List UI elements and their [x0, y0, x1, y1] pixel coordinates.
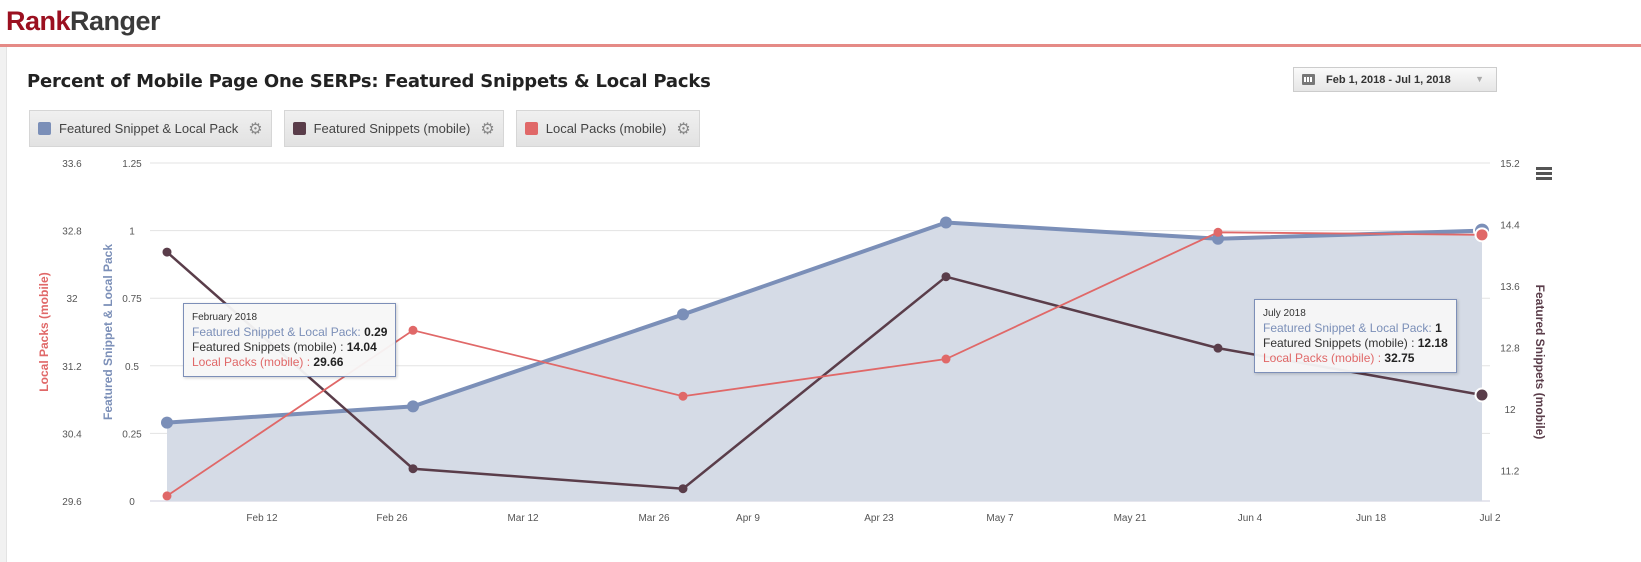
right-tick-label: 15.2	[1500, 159, 1520, 170]
right-tick-label: 13.6	[1500, 282, 1520, 293]
tooltip-header: February 2018	[192, 312, 258, 323]
data-point	[941, 354, 951, 364]
left-inner-tick-label: 1.25	[122, 159, 142, 170]
data-point	[941, 272, 951, 282]
tooltip-label: Featured Snippet & Local Pack:	[192, 325, 361, 339]
tooltip-value: 12.18	[1417, 336, 1448, 350]
series-line-0	[166, 220, 1483, 425]
left-inner-tick-label: 0.25	[122, 429, 142, 440]
date-range-picker[interactable]: Feb 1, 2018 - Jul 1, 2018 ▼	[1293, 67, 1497, 92]
left-outer-tick-label: 30.4	[62, 429, 82, 440]
legend-item-featured-snippet-local-pack[interactable]: Featured Snippet & Local Pack ⚙	[29, 110, 272, 147]
tooltip-july: July 2018 Featured Snippet & Local Pack:…	[1254, 299, 1457, 373]
legend-item-local-packs-mobile[interactable]: Local Packs (mobile) ⚙	[515, 110, 700, 147]
x-tick-label: Mar 12	[507, 513, 539, 524]
tooltip-value: 29.66	[313, 355, 344, 369]
data-point	[1213, 227, 1223, 237]
left-outer-axis-title: Local Packs (mobile)	[37, 272, 51, 391]
tooltip-label: Featured Snippets (mobile) :	[192, 340, 344, 354]
legend-item-featured-snippets-mobile[interactable]: Featured Snippets (mobile) ⚙	[283, 110, 504, 147]
legend-label: Local Packs (mobile)	[545, 121, 667, 136]
x-tick-label: Feb 26	[376, 513, 408, 524]
gear-icon[interactable]: ⚙	[480, 120, 495, 138]
data-point	[940, 216, 952, 229]
tooltip-label: Local Packs (mobile) :	[1263, 351, 1382, 365]
tooltip-value: 32.75	[1384, 351, 1415, 365]
left-outer-tick-label: 29.6	[62, 497, 82, 508]
logo-part-ranger: Ranger	[70, 6, 161, 36]
legend-label: Featured Snippets (mobile)	[313, 121, 471, 136]
left-outer-tick-label: 32	[66, 294, 78, 305]
gear-icon[interactable]: ⚙	[248, 120, 263, 138]
x-tick-label: Jun 18	[1356, 513, 1386, 524]
right-tick-label: 12.8	[1500, 343, 1520, 354]
rank-ranger-logo[interactable]: RankRanger	[6, 6, 161, 37]
header: RankRanger	[0, 0, 1641, 47]
gear-icon[interactable]: ⚙	[676, 120, 691, 138]
dropdown-arrow-icon: ▼	[1475, 74, 1484, 84]
legend-swatch	[292, 122, 306, 135]
left-outer-tick-label: 33.6	[62, 159, 82, 170]
left-inner-tick-label: 0.5	[125, 362, 139, 373]
calendar-icon	[1302, 74, 1315, 85]
legend: Featured Snippet & Local Pack ⚙ Featured…	[29, 110, 700, 147]
right-tick-label: 14.4	[1500, 220, 1520, 231]
x-tick-label: Mar 26	[638, 513, 670, 524]
data-point	[678, 391, 688, 401]
date-range-text: Feb 1, 2018 - Jul 1, 2018	[1326, 74, 1451, 86]
x-tick-label: Jul 2	[1479, 513, 1501, 524]
x-tick-label: Feb 12	[246, 513, 278, 524]
left-outer-tick-label: 31.2	[62, 362, 82, 373]
right-tick-label: 12	[1504, 405, 1516, 416]
tooltip-label: Featured Snippets (mobile) :	[1263, 336, 1415, 350]
x-tick-label: Jun 4	[1238, 513, 1263, 524]
tooltip-label: Featured Snippet & Local Pack:	[1263, 321, 1432, 335]
right-axis-title: Featured Snippets (mobile)	[1533, 285, 1547, 440]
data-point	[678, 484, 688, 494]
data-point	[161, 416, 173, 429]
data-point	[408, 464, 418, 474]
legend-swatch	[38, 122, 51, 135]
logo-part-rank: Rank	[6, 6, 71, 36]
chart-menu-icon[interactable]	[1536, 167, 1552, 182]
tooltip-value: 0.29	[364, 325, 388, 339]
x-tick-label: Apr 9	[736, 513, 760, 524]
left-inner-tick-label: 1	[129, 227, 135, 238]
legend-label: Featured Snippet & Local Pack	[59, 121, 239, 136]
left-inner-axis-title: Featured Snippet & Local Pack	[101, 244, 115, 420]
area-fill	[167, 222, 1482, 501]
right-tick-label: 11.2	[1501, 466, 1520, 477]
chart-title: Percent of Mobile Page One SERPs: Featur…	[27, 71, 711, 92]
x-tick-label: Apr 23	[864, 513, 894, 524]
x-tick-label: May 7	[986, 513, 1014, 524]
data-point	[677, 308, 689, 321]
tooltip-february: February 2018 Featured Snippet & Local P…	[183, 303, 397, 377]
data-point	[1213, 343, 1223, 353]
data-point	[1212, 232, 1224, 245]
tooltip-value: 14.04	[346, 340, 377, 354]
tooltip-header: July 2018	[1263, 308, 1306, 319]
data-point	[162, 491, 172, 501]
data-point	[407, 400, 419, 413]
data-point	[1474, 227, 1490, 243]
left-inner-tick-label: 0	[129, 497, 135, 508]
data-point	[1474, 387, 1490, 403]
left-outer-tick-label: 32.8	[62, 227, 82, 238]
left-inner-tick-label: 0.75	[122, 294, 142, 305]
data-point	[408, 325, 418, 335]
x-tick-label: May 21	[1114, 513, 1147, 524]
data-point	[162, 247, 172, 257]
tooltip-value: 1	[1435, 321, 1442, 335]
left-sidebar-edge	[0, 47, 7, 562]
legend-swatch	[524, 122, 538, 135]
tooltip-label: Local Packs (mobile) :	[192, 355, 311, 369]
